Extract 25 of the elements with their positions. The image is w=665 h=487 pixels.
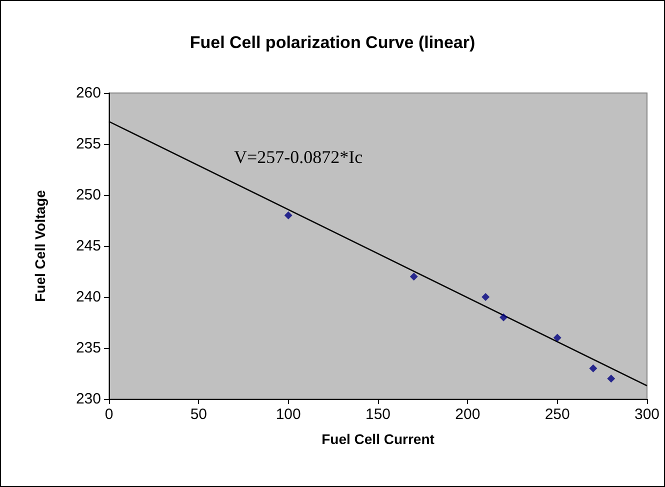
point — [553, 334, 562, 342]
x-tick-label: 200 — [455, 406, 480, 423]
annotation: V=257-0.0872*Ic — [234, 147, 363, 167]
y-tick-label: 235 — [76, 340, 101, 356]
x-tick-label: 50 — [190, 406, 208, 423]
point — [607, 374, 616, 383]
point — [589, 364, 598, 372]
y-tick-label: 250 — [76, 186, 101, 204]
x-tick-label: 0 — [104, 406, 114, 423]
chart-title: Fuel Cell polarization Curve (linear) — [190, 33, 476, 52]
point — [284, 211, 292, 220]
y-tick-label: 230 — [76, 390, 101, 408]
point — [500, 313, 508, 322]
point — [482, 293, 490, 301]
x-axis-title: Fuel Cell Current — [322, 431, 435, 447]
y-axis-title: Fuel Cell Voltage — [32, 190, 48, 302]
x-tick-label: 250 — [544, 406, 570, 423]
x-tick-label: 300 — [634, 406, 660, 423]
y-tick-label: 260 — [76, 84, 101, 102]
y-tick-label: 245 — [76, 238, 101, 254]
x-tick-label: 150 — [365, 406, 391, 423]
point — [410, 272, 418, 281]
x-tick-label: 100 — [276, 406, 301, 423]
y-tick-label: 240 — [76, 288, 101, 306]
y-tick-label: 255 — [76, 136, 101, 152]
